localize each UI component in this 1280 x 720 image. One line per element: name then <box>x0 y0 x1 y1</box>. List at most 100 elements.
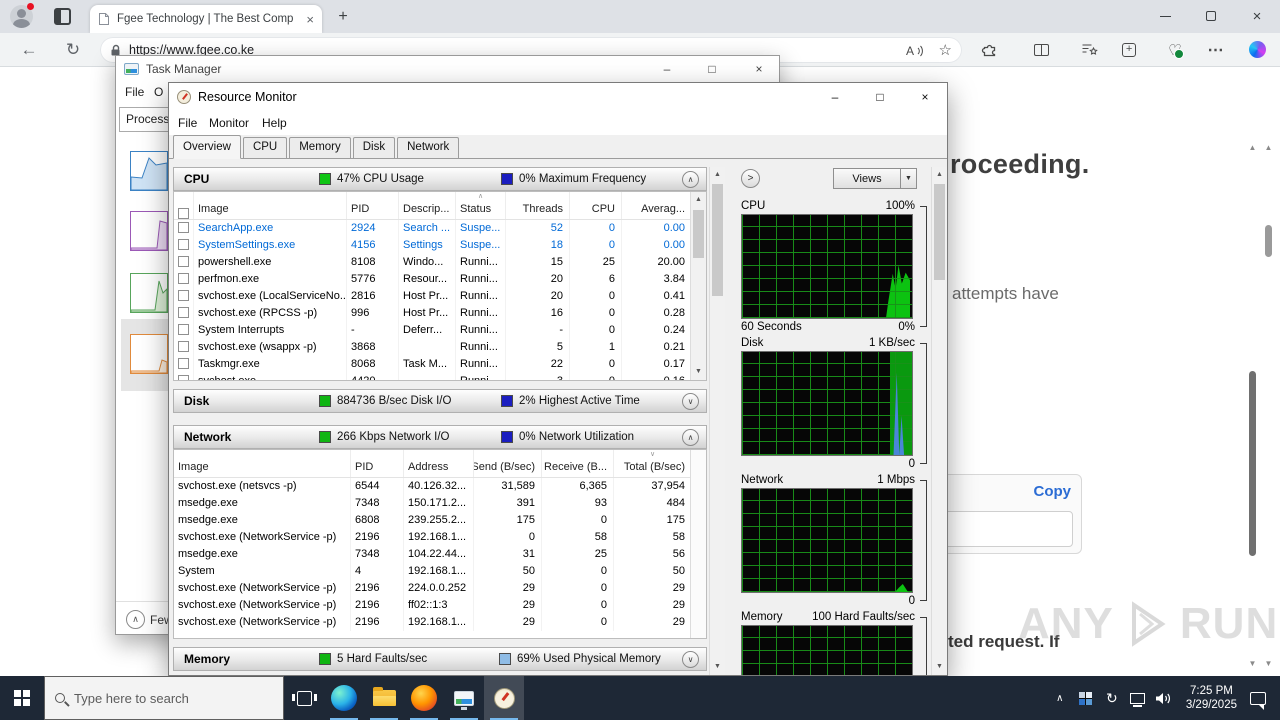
network-table-row[interactable]: svchost.exe (NetworkService -p) 2196 ff0… <box>174 597 692 614</box>
rm-minimize-button[interactable]: – <box>831 90 839 104</box>
row-checkbox[interactable] <box>178 256 189 267</box>
row-checkbox[interactable] <box>178 324 189 335</box>
sync-icon[interactable]: ↻ <box>1105 689 1118 706</box>
scroll-down-icon[interactable]: ▼ <box>932 659 947 675</box>
add-tab-to-group-icon[interactable]: + <box>1114 33 1144 66</box>
browser-minimize-button[interactable] <box>1150 0 1180 32</box>
row-checkbox[interactable] <box>178 273 189 284</box>
network-status-icon[interactable] <box>1125 692 1151 707</box>
back-icon[interactable]: ← <box>20 39 38 59</box>
browser-essentials-icon[interactable]: ♡ <box>1166 41 1185 59</box>
rm-right-scrollbar[interactable]: ▲ ▼ <box>931 167 947 675</box>
taskbar-resource-monitor-button[interactable] <box>484 676 524 720</box>
cpu-table-header[interactable]: Image PID Descrip... ∧ Status Threads CPU… <box>174 192 692 220</box>
copilot-icon[interactable] <box>1242 33 1272 66</box>
scrollbar-thumb[interactable] <box>934 184 945 280</box>
scroll-up-icon[interactable]: ▲ <box>1248 143 1257 152</box>
settings-menu-icon[interactable]: ⋯ <box>1207 41 1225 59</box>
tm-menu-file[interactable]: File <box>125 85 145 99</box>
fewer-details-icon[interactable]: ∧ <box>126 610 145 629</box>
cpu-table-row[interactable]: svchost.exe (RPCSS -p) 996 Host Pr... Ru… <box>174 305 692 322</box>
taskbar-task-manager-button[interactable] <box>444 676 484 720</box>
cpu-table-row[interactable]: perfmon.exe 5776 Resour... Runni... 20 6… <box>174 271 692 288</box>
tm-disk-thumbnail[interactable] <box>130 273 168 313</box>
scroll-up-icon[interactable]: ▲ <box>1264 143 1273 152</box>
tm-maximize-button[interactable]: □ <box>708 62 716 76</box>
rm-menu-monitor[interactable]: Monitor <box>209 116 250 130</box>
tab-close-icon[interactable]: × <box>306 11 314 27</box>
inner-scrollbar[interactable]: ▲ ▼ <box>1246 143 1259 668</box>
col-send[interactable]: Send (B/sec) <box>474 450 542 477</box>
tray-expand-icon[interactable]: ∧ <box>1056 692 1064 704</box>
rm-close-button[interactable]: × <box>921 90 929 104</box>
cpu-collapse-button[interactable]: ∧ <box>682 171 699 188</box>
extensions-icon[interactable] <box>974 33 1004 66</box>
col-average[interactable]: Averag... <box>622 192 692 219</box>
rm-tab-cpu[interactable]: CPU <box>242 137 288 158</box>
network-table-row[interactable]: System 4 192.168.1... 50 0 50 <box>174 563 692 580</box>
workspaces-icon[interactable] <box>54 8 71 25</box>
browser-tab[interactable]: Fgee Technology | The Best Comp × <box>90 5 322 33</box>
row-checkbox[interactable] <box>178 307 189 318</box>
page-scrollbar[interactable]: ▲ ▼ <box>1262 143 1275 668</box>
profile-avatar[interactable] <box>10 5 33 28</box>
chevron-down-icon[interactable]: ▼ <box>900 169 916 188</box>
browser-restore-button[interactable] <box>1196 0 1226 32</box>
favorites-star-icon[interactable]: ☆ <box>938 42 952 59</box>
tm-cpu-thumbnail[interactable] <box>130 151 168 191</box>
cpu-table-row[interactable]: powershell.exe 8108 Windo... Runni... 15… <box>174 254 692 271</box>
row-checkbox[interactable] <box>178 358 189 369</box>
network-table-row[interactable]: msedge.exe 7348 150.171.2... 391 93 484 <box>174 495 692 512</box>
col-pid[interactable]: PID <box>351 450 404 477</box>
scroll-up-icon[interactable]: ▲ <box>710 167 725 183</box>
taskbar-clock[interactable]: 7:25 PM 3/29/2025 <box>1177 684 1246 712</box>
rm-tab-memory[interactable]: Memory <box>289 137 351 158</box>
scroll-down-icon[interactable]: ▼ <box>1264 659 1273 668</box>
cpu-table-row[interactable]: SearchApp.exe 2924 Search ... Suspe... 5… <box>174 220 692 237</box>
task-view-button[interactable] <box>284 676 324 720</box>
rm-tab-disk[interactable]: Disk <box>352 137 396 158</box>
task-manager-titlebar[interactable]: Task Manager – □ × <box>116 56 779 82</box>
scroll-up-icon[interactable]: ▲ <box>691 192 706 208</box>
fewer-details-label-partial[interactable]: Few <box>150 613 173 627</box>
col-cpu[interactable]: CPU <box>570 192 622 219</box>
collections-icon[interactable] <box>1074 33 1104 66</box>
scrollbar-thumb[interactable] <box>1249 371 1256 556</box>
rm-maximize-button[interactable]: □ <box>876 90 884 104</box>
cpu-table-row[interactable]: SystemSettings.exe 4156 Settings Suspe..… <box>174 237 692 254</box>
rm-menu-file[interactable]: File <box>178 116 198 130</box>
rm-menu-help[interactable]: Help <box>262 116 287 130</box>
network-collapse-button[interactable]: ∧ <box>682 429 699 446</box>
col-description[interactable]: Descrip... <box>399 192 456 219</box>
action-center-icon[interactable] <box>1250 691 1266 710</box>
views-dropdown[interactable]: Views ▼ <box>833 168 917 189</box>
start-button[interactable] <box>0 676 44 720</box>
row-checkbox[interactable] <box>178 222 189 233</box>
taskbar-edge-button[interactable] <box>324 676 364 720</box>
network-table-row[interactable]: svchost.exe (NetworkService -p) 2196 192… <box>174 614 692 631</box>
network-table-row[interactable]: msedge.exe 6808 239.255.2... 175 0 175 <box>174 512 692 529</box>
taskbar-firefox-button[interactable] <box>404 676 444 720</box>
taskbar-search-box[interactable]: Type here to search <box>44 676 284 720</box>
cpu-table-row[interactable]: svchost.exe 4420 Runni... 3 0 0.16 <box>174 373 692 380</box>
cpu-table-scrollbar[interactable]: ▲ ▼ <box>690 192 706 380</box>
network-table-row[interactable]: svchost.exe (NetworkService -p) 2196 192… <box>174 529 692 546</box>
resource-monitor-titlebar[interactable]: Resource Monitor – □ × <box>169 83 947 111</box>
network-table-row[interactable]: svchost.exe (netsvcs -p) 6544 40.126.32.… <box>174 478 692 495</box>
col-threads[interactable]: Threads <box>506 192 570 219</box>
col-image[interactable]: Image <box>174 450 351 477</box>
tm-menu-options-partial[interactable]: O <box>154 85 164 99</box>
memory-expand-button[interactable]: ∨ <box>682 651 699 668</box>
split-screen-icon[interactable] <box>1026 33 1056 66</box>
refresh-icon[interactable]: ↻ <box>65 39 81 59</box>
scroll-up-icon[interactable]: ▲ <box>932 167 947 183</box>
network-table-header[interactable]: Image PID Address Send (B/sec) Receive (… <box>174 450 692 478</box>
scroll-down-icon[interactable]: ▼ <box>1248 659 1257 668</box>
browser-close-button[interactable]: × <box>1252 7 1262 25</box>
scrollbar-thumb[interactable] <box>1265 225 1272 257</box>
col-image[interactable]: Image <box>194 192 347 219</box>
network-table-row[interactable]: svchost.exe (NetworkService -p) 2196 224… <box>174 580 692 597</box>
col-total[interactable]: ∨ Total (B/sec) <box>614 450 692 477</box>
rm-tab-network[interactable]: Network <box>397 137 460 158</box>
copy-link[interactable]: Copy <box>1033 483 1072 500</box>
